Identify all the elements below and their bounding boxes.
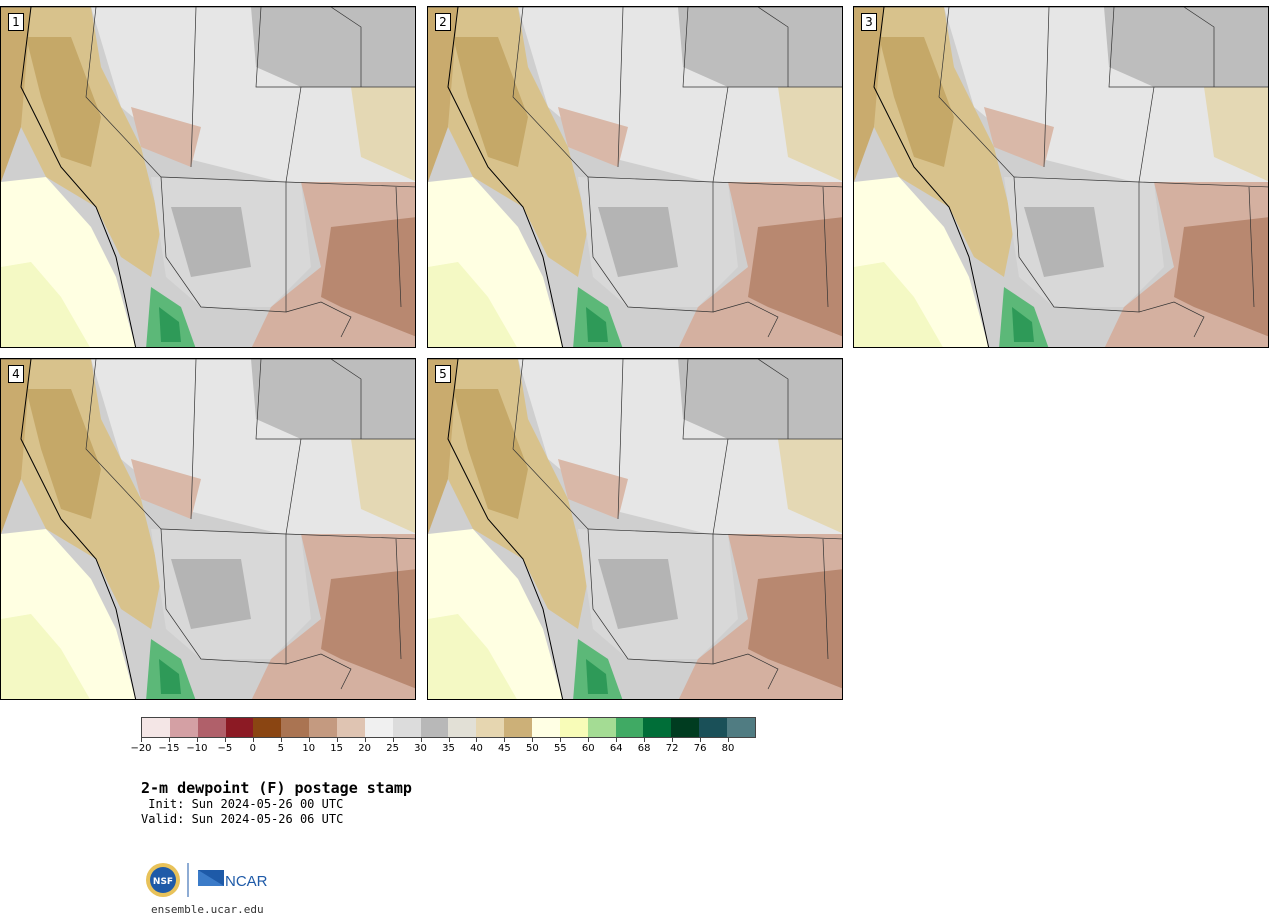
footer-url: ensemble.ucar.edu (151, 903, 264, 916)
colorbar-swatch (142, 718, 170, 737)
colorbar-tick (560, 738, 562, 742)
colorbar-tick-label: 20 (358, 743, 371, 754)
colorbar-swatch (643, 718, 672, 737)
colorbar-tick-label: 64 (609, 743, 623, 754)
dewpoint-map (1, 7, 416, 348)
panel-number: 5 (435, 365, 451, 383)
panel-number: 3 (861, 13, 877, 31)
colorbar-tick-label: −15 (158, 743, 180, 754)
colorbar-tick-label: −20 (130, 743, 152, 754)
map-panel-4: 4 (0, 358, 416, 700)
nsf-ncar-logo: NSF NCAR (144, 860, 274, 900)
colorbar-tick (504, 738, 506, 742)
panel-number: 1 (8, 13, 24, 31)
colorbar-tick-label: 68 (637, 743, 651, 754)
colorbar-tick-label: 35 (442, 743, 455, 754)
map-panel-5: 5 (427, 358, 843, 700)
colorbar-tick-label: 76 (693, 743, 707, 754)
colorbar-tick (644, 738, 646, 742)
colorbar-tick (364, 738, 366, 742)
colorbar-tick-label: 0 (249, 743, 256, 754)
colorbar-tick (700, 738, 702, 742)
colorbar-tick (448, 738, 450, 742)
valid-time: Valid: Sun 2024-05-26 06 UTC (141, 812, 344, 826)
nsf-logo: NSF (146, 863, 180, 897)
colorbar-swatch (364, 718, 393, 737)
colorbar-swatch (337, 718, 365, 737)
colorbar-tick-label: 5 (277, 743, 284, 754)
colorbar-swatch (615, 718, 644, 737)
colorbar-tick (141, 738, 142, 742)
colorbar-swatch (727, 718, 755, 737)
colorbar-swatch (504, 718, 533, 737)
colorbar-tick-label: 72 (665, 743, 679, 754)
panel-number: 2 (435, 13, 451, 31)
colorbar-swatch (392, 718, 421, 737)
colorbar-tick (532, 738, 534, 742)
colorbar-tick-label: 40 (470, 743, 483, 754)
colorbar-tick (392, 738, 394, 742)
colorbar-tick (252, 738, 254, 742)
colorbar-tick (420, 738, 422, 742)
map-panel-2: 2 (427, 6, 843, 348)
colorbar-swatch (699, 718, 728, 737)
plot-title: 2-m dewpoint (F) postage stamp (141, 779, 412, 797)
map-panel-3: 3 (853, 6, 1269, 348)
colorbar-tick (168, 738, 170, 742)
colorbar-swatch (253, 718, 282, 737)
colorbar-tick-label: 50 (525, 743, 539, 754)
colorbar-tick-label: −10 (186, 743, 208, 754)
colorbar-tick (280, 738, 282, 742)
colorbar-tick (728, 738, 730, 742)
colorbar-tick-label: 25 (386, 743, 399, 754)
colorbar-tick (672, 738, 674, 742)
ncar-logo: NCAR (198, 870, 268, 890)
colorbar-tick (196, 738, 198, 742)
colorbar-tick (308, 738, 310, 742)
colorbar-tick-label: 30 (414, 743, 427, 754)
colorbar-tick (336, 738, 338, 742)
colorbar-tick-label: 15 (330, 743, 344, 754)
colorbar-tick-label: 45 (498, 743, 511, 754)
colorbar-tick-label: −5 (217, 743, 233, 754)
colorbar-tick-label: 10 (302, 743, 316, 754)
colorbar-tick (224, 738, 226, 742)
colorbar-tick (616, 738, 618, 742)
colorbar-swatch (448, 718, 477, 737)
colorbar-tick-label: 55 (553, 743, 567, 754)
colorbar-swatch (197, 718, 226, 737)
colorbar-labels: −20 −15 −10 −5 0 5 10 15 20 25 30 35 40 45 50 55 60 64 68 7… (130, 743, 756, 757)
colorbar-swatch (559, 718, 588, 737)
panel-number: 4 (8, 365, 24, 383)
colorbar-tick-label: 60 (581, 743, 595, 754)
dewpoint-map (428, 359, 843, 700)
colorbar-tick (476, 738, 478, 742)
colorbar-swatch (309, 718, 338, 737)
init-time: Init: Sun 2024-05-26 00 UTC (141, 797, 344, 811)
colorbar-swatch (420, 718, 449, 737)
dewpoint-map (854, 7, 1269, 348)
dewpoint-map (428, 7, 843, 348)
colorbar-tick (588, 738, 590, 742)
colorbar-swatch (169, 718, 198, 737)
colorbar-swatch (587, 718, 616, 737)
colorbar-swatch (225, 718, 254, 737)
svg-text:NSF: NSF (153, 877, 173, 887)
colorbar-tick-label: 80 (721, 743, 735, 754)
colorbar-swatch (671, 718, 700, 737)
svg-text:NCAR: NCAR (225, 873, 268, 890)
colorbar-swatch (476, 718, 505, 737)
map-panel-1: 1 (0, 6, 416, 348)
colorbar-swatch (281, 718, 310, 737)
colorbar (141, 717, 756, 738)
dewpoint-map (1, 359, 416, 700)
colorbar-swatch (532, 718, 560, 737)
